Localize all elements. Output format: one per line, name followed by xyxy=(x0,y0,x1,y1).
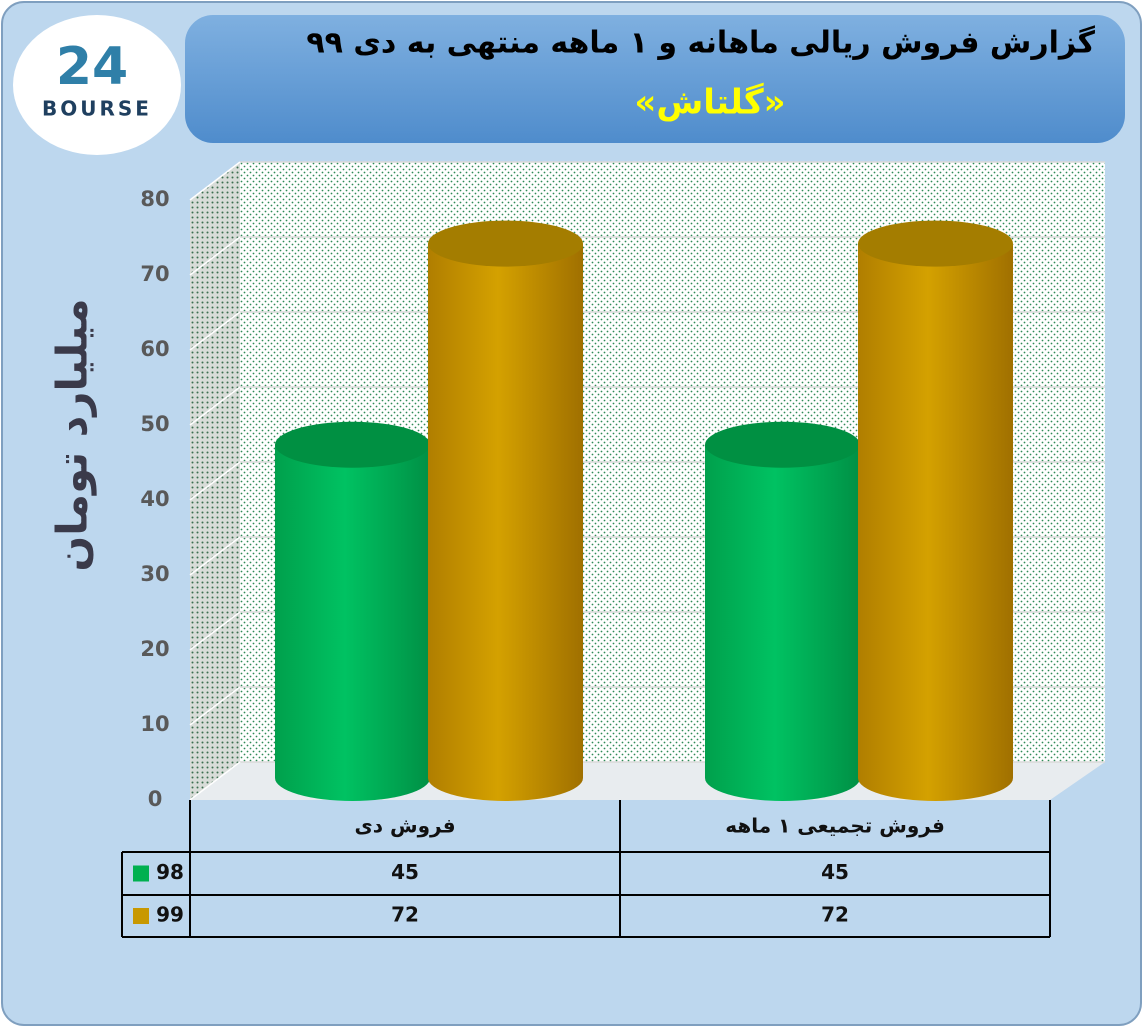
bar-top xyxy=(705,421,860,468)
bar-top xyxy=(858,220,1013,267)
grid-line xyxy=(189,236,241,276)
y-tick-label: 80 xyxy=(140,187,169,211)
grid-line xyxy=(189,686,241,726)
grid-line xyxy=(189,461,241,501)
grid-line xyxy=(189,536,241,576)
grid-line xyxy=(189,761,241,801)
logo-name: BOURSE xyxy=(42,97,152,121)
bar xyxy=(705,444,860,801)
y-tick-label: 40 xyxy=(140,487,169,511)
y-tick-label: 50 xyxy=(140,412,169,436)
grid-line xyxy=(189,161,241,201)
legend-swatch xyxy=(133,908,149,924)
chart-title: گزارش فروش ریالی ماهانه و ۱ ماهه منتهی ب… xyxy=(306,25,1095,61)
legend-label: 98 xyxy=(156,860,184,884)
bar xyxy=(428,243,583,802)
bar xyxy=(858,243,1013,802)
table-value: 45 xyxy=(821,860,849,884)
legend-label: 99 xyxy=(156,903,184,927)
y-axis-label: میلیارد تومان xyxy=(48,298,98,571)
table-value: 72 xyxy=(821,903,849,927)
logo-badge xyxy=(13,15,181,155)
y-tick-label: 70 xyxy=(140,262,169,286)
y-tick-label: 30 xyxy=(140,562,169,586)
y-tick-label: 10 xyxy=(140,712,169,736)
header-banner xyxy=(185,15,1125,143)
table-value: 45 xyxy=(391,860,419,884)
x-tick-label: فروش دی xyxy=(354,814,455,838)
bar-top xyxy=(428,220,583,267)
y-tick-label: 60 xyxy=(140,337,169,361)
x-tick-label: فروش تجمیعی ۱ ماهه xyxy=(725,814,945,838)
grid-line xyxy=(189,611,241,651)
bar xyxy=(275,444,430,801)
bar-top xyxy=(275,421,430,468)
chart-subtitle: «گلتاش» xyxy=(634,83,785,123)
legend-swatch xyxy=(133,865,149,882)
logo-number: 24 xyxy=(56,37,128,97)
y-tick-label: 0 xyxy=(148,787,163,811)
y-tick-label: 20 xyxy=(140,637,169,661)
grid-line xyxy=(189,386,241,426)
table-value: 72 xyxy=(391,903,419,927)
grid-line xyxy=(189,311,241,351)
